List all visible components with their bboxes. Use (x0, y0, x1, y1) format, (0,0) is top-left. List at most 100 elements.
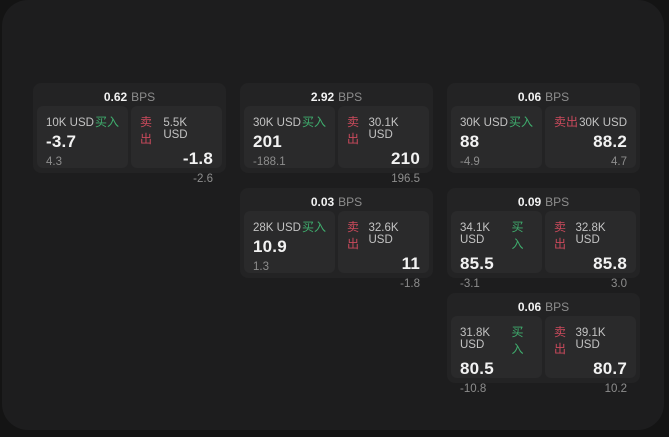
sell-amount: 30K USD (579, 117, 627, 129)
spread-value: 0.06 (517, 299, 542, 314)
buy-tile[interactable]: 10K USD 买入 -3.7 4.3 (37, 106, 128, 168)
sell-button[interactable]: 卖出 (347, 220, 360, 251)
sell-price: 85.8 (593, 254, 627, 273)
quote-card: 0.06 BPS 31.8K USD 买入 80.5 -10.8 卖出 39.1… (447, 293, 640, 395)
sell-price: -1.8 (182, 149, 213, 168)
buy-delta: 1.3 (253, 261, 269, 273)
buy-price: 85.5 (460, 254, 494, 273)
quote-body: 28K USD 买入 10.9 1.3 卖出 32.6K USD 11 -1.8 (244, 211, 429, 290)
sell-tile-header: 卖出 32.8K USD (554, 218, 627, 252)
sell-delta: -1.8 (400, 278, 420, 290)
buy-tile[interactable]: 34.1K USD 买入 85.5 -3.1 (451, 211, 542, 290)
sell-tile[interactable]: 卖出 5.5K USD -1.8 -2.6 (131, 106, 222, 185)
buy-tile-header: 10K USD 买入 (46, 113, 119, 130)
buy-price: -3.7 (46, 132, 77, 151)
sell-button[interactable]: 卖出 (140, 115, 153, 146)
sell-tile-header: 卖出 30K USD (554, 113, 627, 130)
bps-unit-label: BPS (131, 89, 156, 104)
sell-button[interactable]: 卖出 (554, 325, 567, 356)
buy-tile[interactable]: 30K USD 买入 201 -188.1 (244, 106, 335, 168)
buy-delta: 4.3 (46, 156, 62, 168)
quote-body: 30K USD 买入 201 -188.1 卖出 30.1K USD 210 1… (244, 106, 429, 185)
buy-button[interactable]: 买入 (511, 325, 524, 356)
sell-amount: 32.8K USD (575, 222, 606, 246)
sell-amount: 30.1K USD (368, 117, 399, 141)
buy-price: 80.5 (460, 359, 494, 378)
sell-tile-header: 卖出 30.1K USD (347, 113, 420, 147)
buy-amount: 31.8K USD (460, 327, 491, 351)
buy-button[interactable]: 买入 (301, 115, 326, 129)
spread-header: 0.09 BPS (451, 192, 636, 211)
buy-button[interactable]: 买入 (508, 115, 533, 129)
sell-tile[interactable]: 卖出 32.8K USD 85.8 3.0 (545, 211, 636, 290)
spread-value: 0.06 (517, 89, 542, 104)
spread-value: 0.09 (517, 194, 542, 209)
quote-body: 31.8K USD 买入 80.5 -10.8 卖出 39.1K USD 80.… (451, 316, 636, 395)
bps-unit-label: BPS (545, 89, 570, 104)
quote-card: 0.09 BPS 34.1K USD 买入 85.5 -3.1 卖出 32.8K… (447, 188, 640, 290)
sell-price: 88.2 (593, 132, 627, 151)
buy-button[interactable]: 买入 (511, 220, 524, 251)
bps-unit-label: BPS (545, 194, 570, 209)
buy-amount: 34.1K USD (460, 222, 491, 246)
sell-tile[interactable]: 卖出 32.6K USD 11 -1.8 (338, 211, 429, 290)
buy-tile[interactable]: 28K USD 买入 10.9 1.3 (244, 211, 335, 273)
spread-header: 0.03 BPS (244, 192, 429, 211)
quote-card: 2.92 BPS 30K USD 买入 201 -188.1 卖出 30.1K … (240, 83, 433, 185)
spread-value: 2.92 (310, 89, 335, 104)
sell-button[interactable]: 卖出 (554, 220, 567, 251)
sell-amount: 32.6K USD (368, 222, 399, 246)
buy-amount: 10K USD (46, 117, 94, 129)
spread-value: 0.03 (310, 194, 335, 209)
spread-value: 0.62 (103, 89, 128, 104)
sell-amount: 5.5K USD (163, 117, 188, 141)
sell-tile[interactable]: 卖出 30K USD 88.2 4.7 (545, 106, 636, 168)
sell-price: 210 (391, 149, 420, 168)
buy-tile-header: 30K USD 买入 (460, 113, 533, 130)
spread-header: 0.62 BPS (37, 87, 222, 106)
buy-price: 88 (460, 132, 480, 151)
buy-tile[interactable]: 30K USD 买入 88 -4.9 (451, 106, 542, 168)
quote-card: 0.62 BPS 10K USD 买入 -3.7 4.3 卖出 5.5K USD… (33, 83, 226, 185)
quote-body: 10K USD 买入 -3.7 4.3 卖出 5.5K USD -1.8 -2.… (37, 106, 222, 185)
quote-body: 34.1K USD 买入 85.5 -3.1 卖出 32.8K USD 85.8… (451, 211, 636, 290)
sell-delta: 196.5 (391, 173, 420, 185)
buy-button[interactable]: 买入 (94, 115, 119, 129)
bps-unit-label: BPS (338, 194, 363, 209)
trading-board: 0.62 BPS 10K USD 买入 -3.7 4.3 卖出 5.5K USD… (2, 0, 664, 430)
sell-price: 11 (401, 254, 420, 273)
sell-button[interactable]: 卖出 (347, 115, 360, 146)
sell-button[interactable]: 卖出 (554, 115, 579, 129)
sell-tile-header: 卖出 39.1K USD (554, 323, 627, 357)
buy-tile-header: 31.8K USD 买入 (460, 323, 533, 357)
buy-delta: -4.9 (460, 156, 480, 168)
sell-tile-header: 卖出 5.5K USD (140, 113, 213, 147)
buy-delta: -188.1 (253, 156, 286, 168)
buy-tile[interactable]: 31.8K USD 买入 80.5 -10.8 (451, 316, 542, 395)
sell-tile[interactable]: 卖出 39.1K USD 80.7 10.2 (545, 316, 636, 395)
buy-price: 10.9 (253, 237, 287, 256)
bps-unit-label: BPS (338, 89, 363, 104)
sell-delta: 4.7 (611, 156, 627, 168)
buy-amount: 30K USD (460, 117, 508, 129)
buy-tile-header: 30K USD 买入 (253, 113, 326, 130)
spread-header: 0.06 BPS (451, 297, 636, 316)
buy-button[interactable]: 买入 (301, 220, 326, 234)
sell-delta: 3.0 (611, 278, 627, 290)
buy-price: 201 (253, 132, 282, 151)
buy-amount: 30K USD (253, 117, 301, 129)
sell-tile[interactable]: 卖出 30.1K USD 210 196.5 (338, 106, 429, 185)
buy-delta: -10.8 (460, 383, 487, 395)
spread-header: 0.06 BPS (451, 87, 636, 106)
sell-amount: 39.1K USD (575, 327, 606, 351)
sell-tile-header: 卖出 32.6K USD (347, 218, 420, 252)
sell-delta: 10.2 (604, 383, 627, 395)
bps-unit-label: BPS (545, 299, 570, 314)
buy-tile-header: 34.1K USD 买入 (460, 218, 533, 252)
buy-tile-header: 28K USD 买入 (253, 218, 326, 235)
sell-delta: -2.6 (193, 173, 213, 185)
buy-delta: -3.1 (460, 278, 480, 290)
buy-amount: 28K USD (253, 222, 301, 234)
quote-card: 0.06 BPS 30K USD 买入 88 -4.9 卖出 30K USD 8… (447, 83, 640, 173)
